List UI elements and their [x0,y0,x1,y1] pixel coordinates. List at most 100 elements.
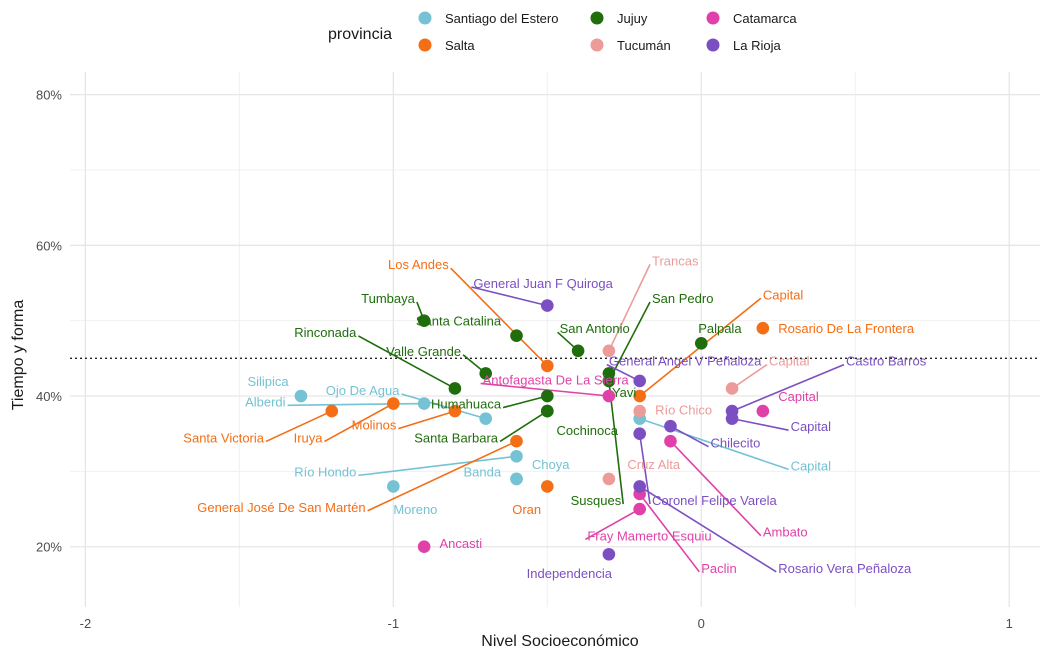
point-label: Paclin [701,561,736,576]
x-tick-label: 0 [698,616,705,631]
legend-entry: Santiago del Estero [445,11,558,26]
point-label: Capital [763,287,804,302]
label-connector [357,335,456,390]
point-label: Palpala [698,321,742,336]
point-label: Santa Victoria [183,430,264,445]
x-tick-label: -2 [80,616,92,631]
data-point [756,321,770,335]
minor-grid [70,72,1040,607]
y-tick-label: 60% [36,238,62,253]
data-point [633,389,646,403]
label-connector [324,402,394,443]
point-label: San Pedro [652,291,713,306]
label-connector [401,393,486,420]
y-tick-label: 40% [36,389,62,404]
data-point [602,344,616,358]
label-connector [584,508,641,541]
point-label: Humahuaca [431,397,502,412]
data-point [571,344,585,358]
data-point [417,397,431,410]
y-axis-title: Tiempo y forma [10,300,27,411]
point-label: Ancasti [440,536,483,551]
point-label: San Antonio [560,321,630,336]
label-connector [639,485,777,573]
point-label: Santa Barbara [414,430,499,445]
point-label: Ojo De Agua [326,383,400,398]
point-label: Castro Barros [846,354,927,369]
label-connector [480,382,609,397]
point-label: Valle Grande [386,344,461,359]
legend: provincia Santiago del Estero Salta Jujuy T… [328,11,797,53]
label-connector [731,363,768,390]
legend-title: provincia [328,26,392,43]
point-label: Rinconada [294,325,357,340]
point-label: Río Chico [655,403,712,418]
data-point [694,336,708,350]
y-tick-label: 20% [36,540,62,555]
label-connector [608,301,651,382]
y-tick-label: 80% [36,88,62,103]
data-point [602,389,616,403]
legend-entry: Tucumán [617,38,671,53]
legend-swatch [706,11,720,25]
data-point [602,374,616,388]
data-point [448,382,462,395]
legend-entry: Jujuy [617,11,648,26]
label-connector [450,267,548,367]
data-point [664,419,677,433]
point-label: General Angel V Peñaloza [609,354,762,369]
data-point [541,480,554,493]
point-label: Río Hondo [294,464,356,479]
data-point [541,404,554,418]
point-label: Moreno [393,502,437,517]
point-label: Yavi [612,385,636,400]
legend-entry: Catamarca [733,11,797,26]
x-axis-ticks: -2 -1 0 1 [80,616,1013,631]
data-point [633,502,646,516]
point-label: Molinos [352,418,397,433]
major-grid [70,72,1040,607]
data-point [387,480,400,493]
legend-swatch [418,11,432,25]
label-connector [731,417,789,431]
legend-swatch [418,38,432,52]
point-label: Coronel Felipe Varela [652,493,778,508]
data-point [602,472,616,486]
point-label: Antofagasta De La Sierra [483,372,630,387]
point-label: Rosario De La Frontera [778,321,915,336]
point-label: Ambato [763,525,808,540]
data-point [294,389,308,403]
data-point [479,412,493,425]
data-point [633,480,646,493]
point-label: Fray Mamerto Esquiu [587,528,711,543]
point-label: Oran [512,502,541,517]
label-connectors [265,264,845,573]
point-label: Rosario Vera Peñaloza [778,561,912,576]
data-point [633,427,646,440]
point-label: Capital [791,419,832,434]
data-point [541,359,554,373]
label-connector [398,410,456,430]
data-point [664,434,677,448]
data-point [417,314,431,327]
label-connector [731,363,845,412]
data-point [725,412,739,425]
data-point [541,389,554,403]
point-label: Silipica [247,374,289,389]
point-label: Capital [769,354,810,369]
label-connector [608,264,651,352]
data-point [725,382,739,395]
point-label: Cruz Alta [627,457,681,472]
data-point [448,404,462,418]
point-label: General José De San Martén [197,500,365,515]
data-point [756,404,770,418]
data-point [633,374,646,388]
point-label: Capital [791,458,832,473]
data-point [479,367,493,380]
point-label: Chilecito [711,436,761,451]
data-point [633,404,646,418]
data-point [417,540,431,554]
legend-swatch [590,38,604,52]
point-label: Tumbaya [361,291,415,306]
point-label: Susques [571,493,622,508]
